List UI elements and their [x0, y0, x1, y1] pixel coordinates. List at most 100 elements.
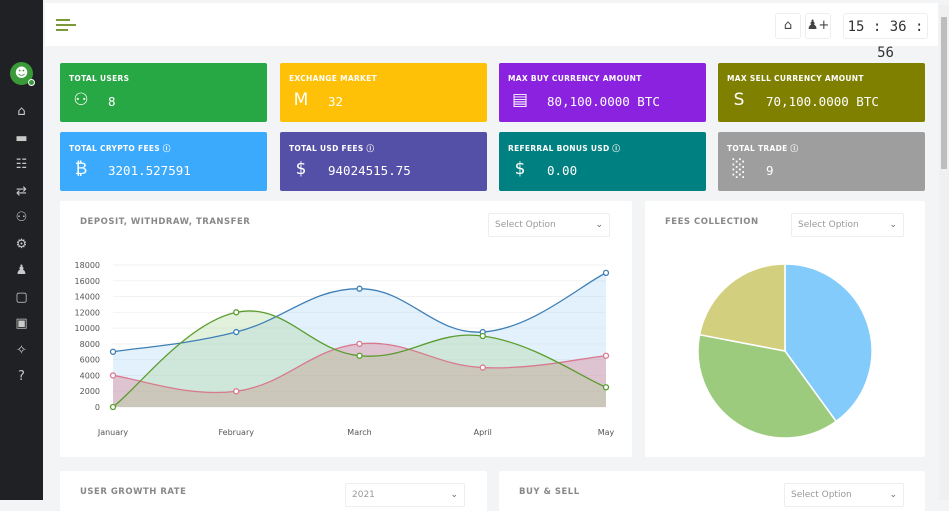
avatar[interactable]: ☻	[10, 62, 35, 86]
card-value: 9	[766, 163, 774, 178]
pie-slice[interactable]	[784, 263, 873, 423]
card-label: REFERRAL BONUS USD ⓘ	[508, 144, 621, 153]
pie-slice[interactable]	[698, 263, 786, 352]
user-icon[interactable]: ♟	[15, 263, 28, 278]
card-value: 0.00	[547, 163, 578, 178]
stat-card[interactable]: TOTAL USERS ⚇ 8	[60, 63, 267, 122]
gear-icon[interactable]: ⚙	[15, 236, 28, 252]
info-icon[interactable]: ⓘ	[612, 144, 621, 153]
deposit-select[interactable]: Select Option ⌄	[488, 213, 610, 237]
transfer-icon[interactable]: ⇄	[16, 183, 27, 199]
fees-collection-panel: FEES COLLECTION Select Option ⌄	[645, 201, 925, 457]
info-icon[interactable]: ⓘ	[790, 144, 799, 153]
card-label: TOTAL USERS	[69, 74, 130, 83]
card-label: TOTAL CRYPTO FEES ⓘ	[69, 144, 171, 153]
chart-icon[interactable]: ☷	[15, 157, 28, 172]
chevron-down-icon: ⌄	[889, 220, 897, 230]
y-tick-label: 2000	[80, 387, 100, 396]
message-icon[interactable]: ▢	[15, 289, 28, 305]
info-icon[interactable]: ⓘ	[366, 144, 375, 153]
select-value: Select Option	[791, 490, 852, 500]
stat-card[interactable]: TOTAL USD FEES ⓘ $94024515.75	[280, 132, 487, 191]
y-tick-label: 4000	[80, 371, 100, 380]
chevron-down-icon: ⌄	[889, 490, 897, 500]
card-label: MAX BUY CURRENCY AMOUNT	[508, 74, 642, 83]
data-point[interactable]	[356, 285, 363, 292]
panel-title: BUY & SELL	[519, 487, 580, 497]
card-label: TOTAL USD FEES ⓘ	[289, 144, 375, 153]
info-icon[interactable]: ⓘ	[162, 144, 171, 153]
magic-wand-icon[interactable]: ✧	[16, 342, 27, 358]
card-value: 8	[108, 94, 116, 109]
card-icon[interactable]: ▬	[15, 130, 28, 146]
data-point[interactable]	[479, 332, 486, 340]
panel-title: DEPOSIT, WITHDRAW, TRANSFER	[80, 217, 251, 227]
y-tick-label: 14000	[75, 293, 100, 302]
stat-card[interactable]: TOTAL TRADE ⓘ ░ 9	[718, 132, 925, 191]
add-user-icon[interactable]: ♟+	[805, 13, 831, 39]
pie-chart	[697, 263, 873, 439]
help-icon[interactable]: ?	[18, 369, 25, 384]
data-point[interactable]	[602, 269, 610, 277]
card-label: EXCHANGE MARKET	[289, 74, 377, 83]
select-value: Select Option	[798, 220, 859, 230]
bitcoin-icon: ₿	[74, 159, 88, 179]
card-value: 32	[328, 94, 344, 109]
data-point[interactable]	[356, 340, 363, 348]
data-point[interactable]	[233, 309, 240, 316]
y-tick-label: 16000	[75, 277, 100, 286]
trade-chart-icon: ░	[732, 159, 746, 179]
data-point[interactable]	[356, 352, 363, 359]
data-point[interactable]	[109, 372, 117, 379]
buy-sell-select[interactable]: Select Option ⌄	[784, 483, 904, 507]
currency-icon: S	[733, 90, 745, 110]
pie-slice[interactable]	[697, 333, 838, 439]
stat-card[interactable]: REFERRAL BONUS USD ⓘ $0.00	[499, 132, 706, 191]
home-icon[interactable]: ⌂	[775, 13, 801, 39]
stat-card[interactable]: TOTAL CRYPTO FEES ⓘ ₿ 3201.527591	[60, 132, 267, 191]
deposit-withdraw-transfer-panel: DEPOSIT, WITHDRAW, TRANSFER Select Optio…	[60, 201, 632, 457]
users-icon[interactable]: ⚇	[15, 210, 28, 225]
hand-dollar-icon: $	[295, 159, 307, 179]
card-value: 80,100.0000 BTC	[547, 94, 660, 109]
x-tick-label: April	[474, 428, 492, 437]
series-area	[113, 343, 606, 407]
card-value: 3201.527591	[108, 163, 191, 178]
y-tick-label: 6000	[80, 356, 100, 365]
stat-card[interactable]: MAX BUY CURRENCY AMOUNT ▤ 80,100.0000 BTC	[499, 63, 706, 122]
line-chart: 0 2000 4000 6000 8000 10000 12000 14000 16000 180…	[75, 261, 615, 437]
chevron-down-icon: ⌄	[450, 490, 458, 500]
data-point[interactable]	[109, 403, 117, 411]
year-select[interactable]: 2021 ⌄	[345, 483, 465, 507]
menu-toggle-icon[interactable]	[56, 19, 76, 34]
online-status-icon	[28, 79, 35, 86]
data-point[interactable]	[602, 384, 610, 391]
x-tick-label: February	[219, 428, 255, 437]
y-tick-label: 10000	[75, 324, 100, 333]
panel-title: FEES COLLECTION	[665, 217, 759, 227]
data-point[interactable]	[109, 348, 117, 355]
card-label: MAX SELL CURRENCY AMOUNT	[727, 74, 864, 83]
x-tick-label: May	[598, 428, 615, 437]
sidebar: ☻ ⌂ ▬ ☷ ⇄ ⚇ ⚙ ♟ ▢ ▣ ✧?	[0, 0, 43, 500]
stat-card[interactable]: EXCHANGE MARKET M 32	[280, 63, 487, 122]
scrollbar[interactable]	[939, 5, 949, 500]
card-value: 70,100.0000 BTC	[766, 94, 879, 109]
scrollbar-thumb[interactable]	[941, 17, 947, 169]
card-value: 94024515.75	[328, 163, 411, 178]
y-tick-label: 0	[95, 403, 100, 412]
fees-select[interactable]: Select Option ⌄	[791, 213, 904, 237]
data-point[interactable]	[233, 328, 240, 336]
stat-card[interactable]: MAX SELL CURRENCY AMOUNT S 70,100.0000 BTC	[718, 63, 925, 122]
data-point[interactable]	[479, 364, 486, 371]
panel-title: USER GROWTH RATE	[80, 487, 187, 497]
market-icon: M	[293, 90, 309, 110]
clock: 15 : 36 : 56	[843, 13, 928, 61]
dollar-icon: $	[514, 159, 526, 179]
home-icon[interactable]: ⌂	[17, 104, 26, 119]
y-tick-label: 12000	[75, 308, 100, 317]
data-point[interactable]	[233, 388, 240, 395]
data-point[interactable]	[602, 352, 610, 359]
y-tick-label: 18000	[75, 261, 100, 270]
share-icon[interactable]: ▣	[15, 316, 28, 331]
